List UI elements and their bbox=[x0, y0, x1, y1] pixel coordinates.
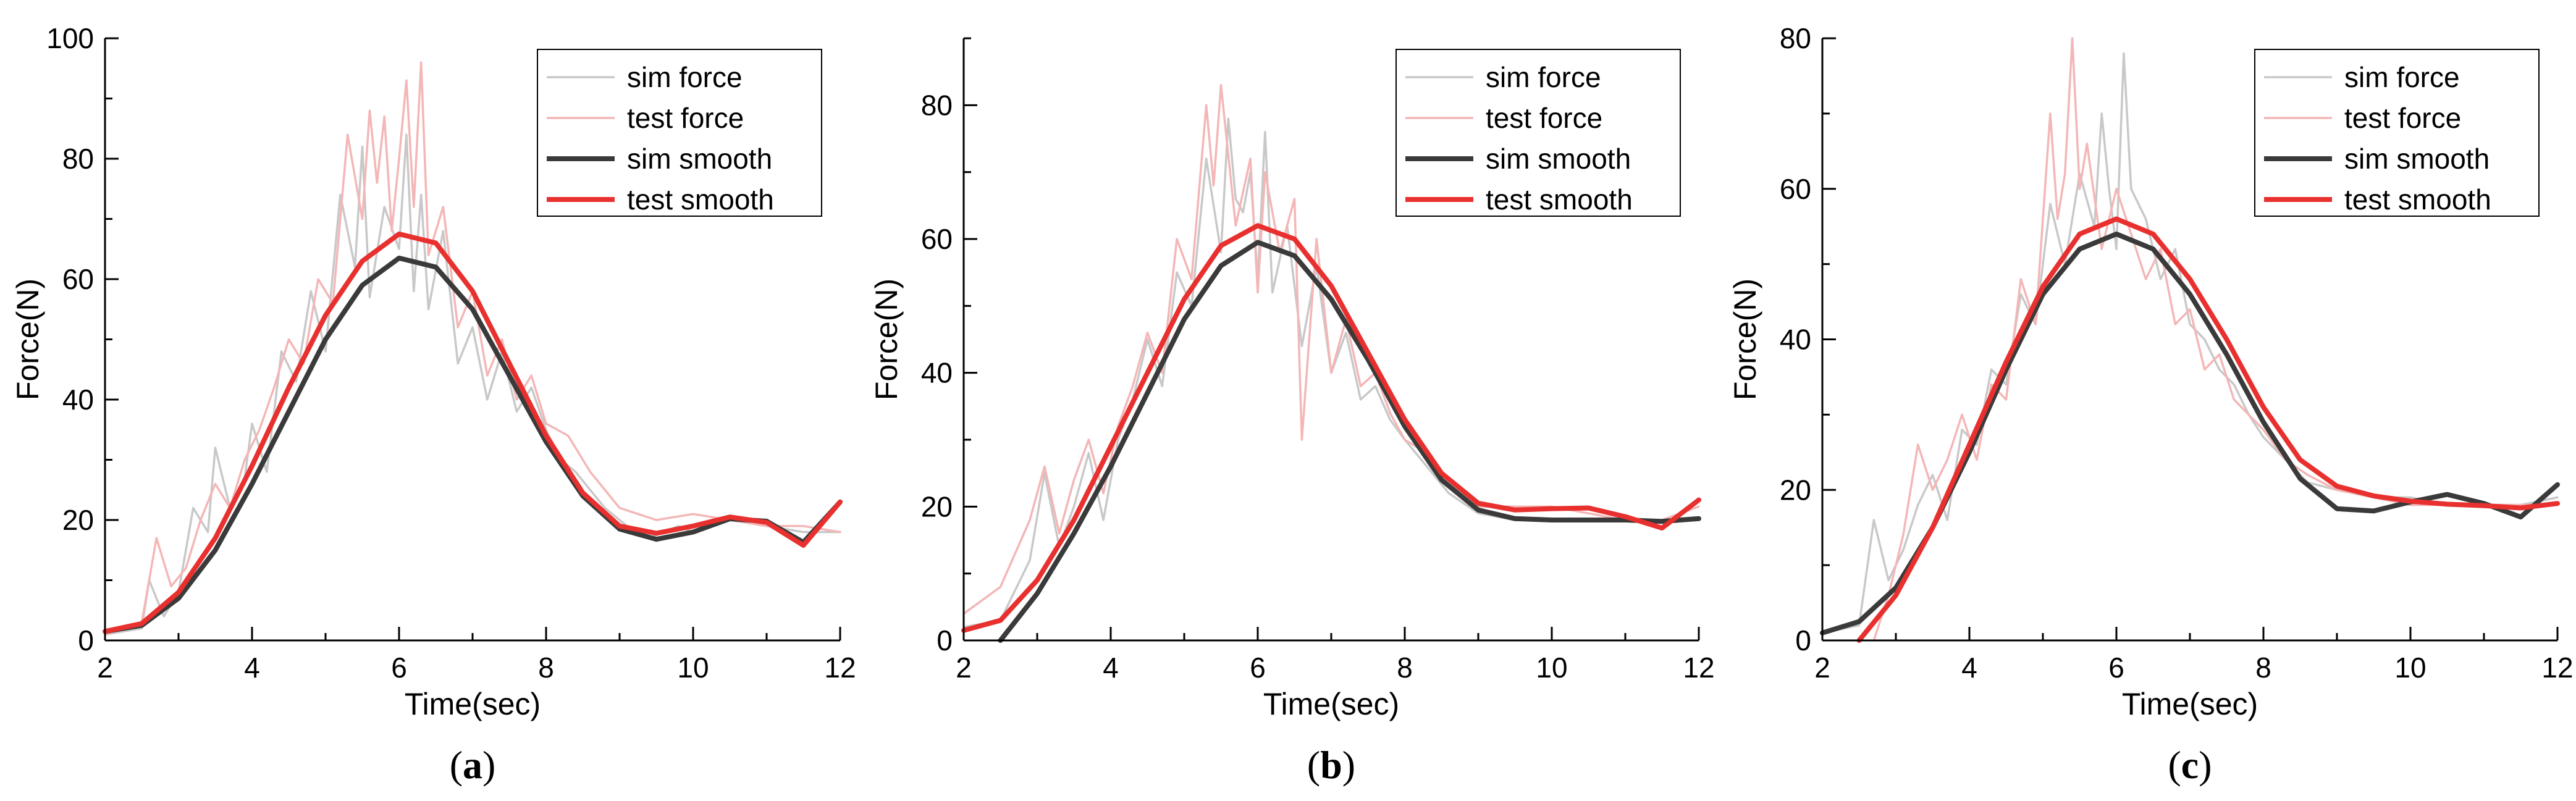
legend-label: test force bbox=[2344, 102, 2461, 134]
x-tick-label: 10 bbox=[2394, 652, 2426, 684]
x-tick-label: 10 bbox=[1536, 652, 1567, 684]
legend-label: sim force bbox=[627, 61, 743, 93]
x-tick-label: 12 bbox=[1683, 652, 1714, 684]
caption-open-paren: ( bbox=[2168, 743, 2181, 787]
x-axis-title: Time(sec) bbox=[1263, 687, 1399, 721]
x-tick-label: 6 bbox=[1250, 652, 1266, 684]
legend: sim force test force sim smooth test smooth bbox=[537, 49, 822, 217]
caption-letter: a bbox=[463, 743, 482, 787]
caption-close-paren: ) bbox=[2199, 743, 2212, 787]
x-tick-label: 12 bbox=[2541, 652, 2573, 684]
x-tick-label: 4 bbox=[1961, 652, 1977, 684]
y-tick-label: 40 bbox=[62, 384, 94, 416]
series-line-test-smooth bbox=[103, 231, 843, 634]
series-line-sim-smooth bbox=[1820, 231, 2560, 635]
y-tick-label: 40 bbox=[1780, 324, 1811, 356]
x-tick-label: 12 bbox=[824, 652, 856, 684]
y-tick-label: 80 bbox=[921, 89, 953, 121]
x-tick-label: 10 bbox=[677, 652, 709, 684]
x-tick-label: 2 bbox=[1814, 652, 1830, 684]
caption-letter: c bbox=[2181, 743, 2199, 787]
panel-b: 2 4 6 8 10 12 0 20 40 60 80 Time(sec) Force(N) sim fo… bbox=[859, 0, 1717, 801]
y-tick-label: 60 bbox=[62, 263, 94, 295]
x-tick-label: 8 bbox=[538, 652, 554, 684]
series-line-test-force bbox=[1872, 37, 2559, 642]
x-tick-label: 8 bbox=[2255, 652, 2271, 684]
chart-a-svg: 2 4 6 8 10 12 0 20 40 60 80 100 Time(sec) Force(N) sim… bbox=[11, 22, 856, 787]
y-tick-label: 20 bbox=[1780, 474, 1811, 506]
legend-label: sim smooth bbox=[2344, 143, 2490, 175]
x-axis-title: Time(sec) bbox=[405, 687, 541, 721]
y-tick-label: 40 bbox=[921, 357, 953, 389]
y-tick-label: 100 bbox=[46, 22, 94, 54]
x-tick-label: 2 bbox=[97, 652, 113, 684]
y-axis-title: Force(N) bbox=[1728, 279, 1762, 400]
panel-caption: (b) bbox=[1307, 743, 1355, 787]
legend: sim force test force sim smooth test smooth bbox=[1395, 49, 1681, 217]
x-tick-label: 2 bbox=[956, 652, 972, 684]
y-tick-label: 20 bbox=[921, 490, 953, 522]
series-line-test-smooth bbox=[1856, 216, 2560, 643]
panel-a: 2 4 6 8 10 12 0 20 40 60 80 100 Time(sec) Force(N) sim… bbox=[0, 0, 859, 801]
chart-b-svg: 2 4 6 8 10 12 0 20 40 60 80 Time(sec) Force(N) sim fo… bbox=[869, 37, 1715, 787]
y-axis-title: Force(N) bbox=[11, 279, 45, 400]
caption-close-paren: ) bbox=[482, 743, 495, 787]
x-tick-label: 4 bbox=[1103, 652, 1119, 684]
caption-open-paren: ( bbox=[450, 743, 463, 787]
x-tick-label: 6 bbox=[2108, 652, 2124, 684]
x-axis-title: Time(sec) bbox=[2122, 687, 2258, 721]
legend-label: test smooth bbox=[1486, 183, 1633, 216]
y-tick-label: 60 bbox=[1780, 173, 1811, 205]
series-line-test-smooth bbox=[961, 223, 1701, 633]
legend-label: sim force bbox=[2344, 61, 2460, 93]
legend: sim force test force sim smooth test smooth bbox=[2254, 49, 2540, 217]
y-tick-label: 0 bbox=[937, 624, 953, 656]
legend-label: sim force bbox=[1486, 61, 1601, 93]
x-tick-label: 4 bbox=[244, 652, 260, 684]
x-tick-label: 6 bbox=[391, 652, 407, 684]
caption-close-paren: ) bbox=[1342, 743, 1355, 787]
caption-open-paren: ( bbox=[1307, 743, 1320, 787]
y-tick-label: 80 bbox=[1780, 22, 1811, 54]
y-tick-label: 60 bbox=[921, 223, 953, 255]
legend-label: test smooth bbox=[627, 183, 774, 216]
series-line-sim-smooth bbox=[103, 255, 843, 634]
y-axis-title: Force(N) bbox=[869, 279, 904, 400]
legend-label: test force bbox=[627, 102, 744, 134]
chart-c-svg: 2 4 6 8 10 12 0 20 40 60 80 Time(sec) Force(N) sim fo… bbox=[1728, 22, 2574, 787]
legend-label: test smooth bbox=[2344, 183, 2491, 216]
y-tick-label: 20 bbox=[62, 504, 94, 536]
x-tick-label: 8 bbox=[1397, 652, 1413, 684]
series-line-sim-smooth bbox=[998, 240, 1701, 643]
panel-caption: (c) bbox=[2168, 743, 2212, 787]
caption-letter: b bbox=[1320, 743, 1342, 787]
y-tick-label: 0 bbox=[1795, 624, 1811, 656]
y-tick-label: 80 bbox=[62, 143, 94, 175]
legend-label: sim smooth bbox=[1486, 143, 1631, 175]
panel-caption: (a) bbox=[450, 743, 496, 787]
legend-label: sim smooth bbox=[627, 143, 772, 175]
panel-c: 2 4 6 8 10 12 0 20 40 60 80 Time(sec) Force(N) sim fo… bbox=[1717, 0, 2576, 801]
legend-label: test force bbox=[1486, 102, 1602, 134]
y-tick-label: 0 bbox=[78, 624, 94, 656]
